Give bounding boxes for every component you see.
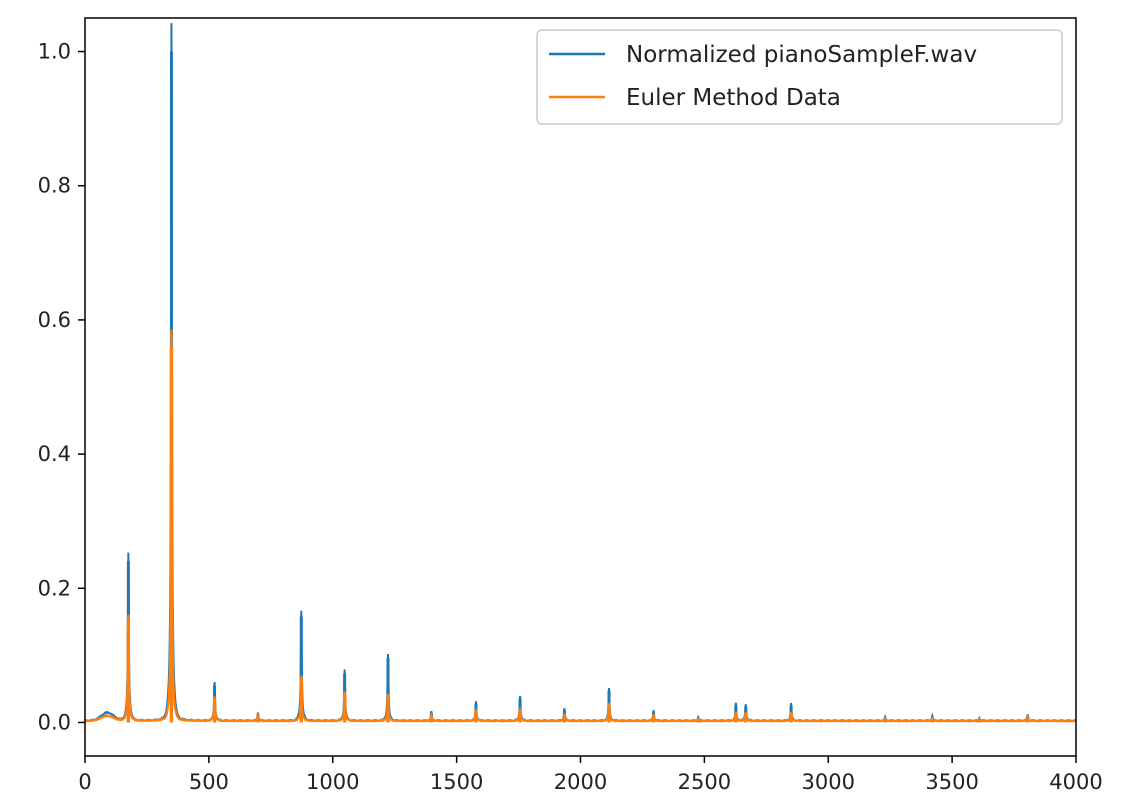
x-tick-label: 3000 — [802, 770, 855, 794]
x-tick-label: 4000 — [1049, 770, 1102, 794]
x-tick-label: 500 — [189, 770, 229, 794]
legend-box — [536, 29, 1063, 125]
legend-label: Normalized pianoSampleF.wav — [626, 42, 977, 68]
series-line-euler-method — [85, 329, 1076, 724]
x-tick-label: 3500 — [925, 770, 978, 794]
plot-area — [85, 23, 1076, 724]
y-tick-label: 0.2 — [38, 576, 71, 600]
legend: Normalized pianoSampleF.wav Euler Method … — [536, 29, 1063, 125]
x-tick-label: 2000 — [554, 770, 607, 794]
y-tick-label: 1.0 — [38, 40, 71, 64]
series-line-normalized-wav — [85, 23, 1076, 723]
x-tick-label: 2500 — [678, 770, 731, 794]
y-tick-label: 0.4 — [38, 442, 71, 466]
axes: 0 500 1000 1500 2000 2500 3000 3500 4000 0.0 0.2 0.… — [38, 17, 1103, 794]
axes-frame — [84, 17, 1077, 757]
y-tick-label: 0.8 — [38, 174, 71, 198]
x-tick-label: 1000 — [306, 770, 359, 794]
x-tick-label: 1500 — [430, 770, 483, 794]
y-tick-label: 0.6 — [38, 308, 71, 332]
legend-label: Euler Method Data — [626, 85, 841, 111]
y-tick-label: 0.0 — [38, 710, 71, 734]
x-tick-label: 0 — [78, 770, 91, 794]
